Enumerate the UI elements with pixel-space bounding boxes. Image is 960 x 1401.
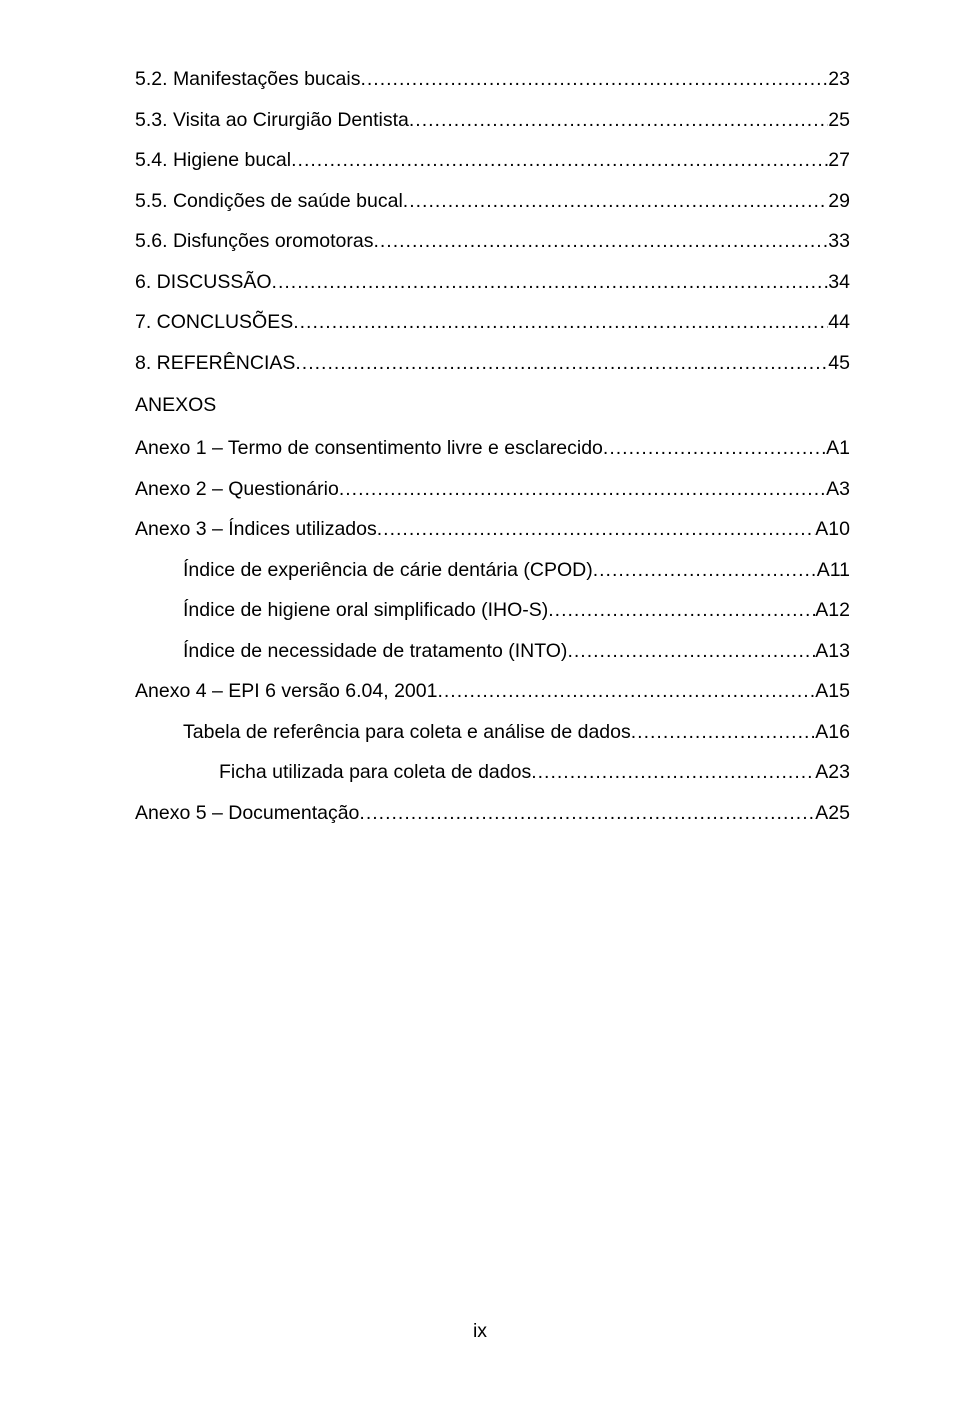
toc-entry: Anexo 3 – Índices utilizados A10 bbox=[135, 520, 850, 540]
toc-entry: 5.3. Visita ao Cirurgião Dentista 25 bbox=[135, 111, 850, 131]
toc-entry-label: Índice de higiene oral simplificado (IHO… bbox=[183, 601, 548, 621]
page-number-footer: ix bbox=[0, 1320, 960, 1343]
toc-entry: Tabela de referência para coleta e análi… bbox=[135, 723, 850, 743]
toc-entry-label: 5.4. Higiene bucal bbox=[135, 151, 291, 171]
toc-dot-leader bbox=[272, 273, 829, 293]
toc-entry-label: 8. REFERÊNCIAS bbox=[135, 354, 295, 374]
toc-entry-page: 45 bbox=[828, 354, 850, 374]
toc-entry: 5.2. Manifestações bucais 23 bbox=[135, 70, 850, 90]
toc-entry-label: 5.5. Condições de saúde bucal bbox=[135, 192, 403, 212]
toc-entry-page: 27 bbox=[828, 151, 850, 171]
toc-entry-page: A15 bbox=[815, 682, 850, 702]
toc-entry-label: 6. DISCUSSÃO bbox=[135, 273, 272, 293]
toc-entry-label: 5.3. Visita ao Cirurgião Dentista bbox=[135, 111, 409, 131]
toc-dot-leader bbox=[593, 561, 817, 581]
toc-anexos-list: Anexo 1 – Termo de consentimento livre e… bbox=[135, 439, 850, 823]
toc-entry-page: A1 bbox=[826, 439, 850, 459]
toc-entry-page: A16 bbox=[815, 723, 850, 743]
toc-entry-label: Anexo 4 – EPI 6 versão 6.04, 2001 bbox=[135, 682, 437, 702]
toc-entry: Ficha utilizada para coleta de dados A23 bbox=[135, 763, 850, 783]
toc-dot-leader bbox=[437, 682, 815, 702]
toc-entry: Anexo 1 – Termo de consentimento livre e… bbox=[135, 439, 850, 459]
toc-dot-leader bbox=[359, 804, 815, 824]
toc-entry-label: Tabela de referência para coleta e análi… bbox=[183, 723, 631, 743]
toc-dot-leader bbox=[531, 763, 815, 783]
toc-entry: 7. CONCLUSÕES 44 bbox=[135, 313, 850, 333]
toc-entry-page: A25 bbox=[815, 804, 850, 824]
toc-entry-label: Anexo 3 – Índices utilizados bbox=[135, 520, 377, 540]
toc-entry-page: 33 bbox=[828, 232, 850, 252]
toc-entry-page: 25 bbox=[828, 111, 850, 131]
toc-dot-leader bbox=[567, 642, 815, 662]
toc-entry: 5.6. Disfunções oromotoras 33 bbox=[135, 232, 850, 252]
document-page: 5.2. Manifestações bucais 23 5.3. Visita a… bbox=[0, 0, 960, 1401]
toc-dot-leader bbox=[295, 354, 828, 374]
toc-dot-leader bbox=[403, 192, 829, 212]
toc-dot-leader bbox=[409, 111, 828, 131]
toc-entry-label: Índice de experiência de cárie dentária … bbox=[183, 561, 593, 581]
toc-entry-page: A23 bbox=[815, 763, 850, 783]
toc-entry-page: A10 bbox=[815, 520, 850, 540]
toc-entry: Anexo 4 – EPI 6 versão 6.04, 2001 A15 bbox=[135, 682, 850, 702]
toc-entry-label: 5.2. Manifestações bucais bbox=[135, 70, 360, 90]
toc-entry-label: Anexo 5 – Documentação bbox=[135, 804, 359, 824]
toc-entry-page: 23 bbox=[828, 70, 850, 90]
toc-entry-page: A12 bbox=[815, 601, 850, 621]
toc-entry: Anexo 2 – Questionário A3 bbox=[135, 480, 850, 500]
toc-entry: 8. REFERÊNCIAS 45 bbox=[135, 354, 850, 374]
toc-entry-label: Anexo 2 – Questionário bbox=[135, 480, 339, 500]
toc-entry: Índice de necessidade de tratamento (INT… bbox=[135, 642, 850, 662]
toc-dot-leader bbox=[631, 723, 816, 743]
toc-dot-leader bbox=[373, 232, 828, 252]
toc-entry-page: 34 bbox=[828, 273, 850, 293]
toc-entry: 5.4. Higiene bucal 27 bbox=[135, 151, 850, 171]
toc-entry: Índice de experiência de cárie dentária … bbox=[135, 561, 850, 581]
toc-entry-label: Ficha utilizada para coleta de dados bbox=[219, 763, 531, 783]
toc-entry-page: 29 bbox=[828, 192, 850, 212]
toc-entry: 6. DISCUSSÃO 34 bbox=[135, 273, 850, 293]
toc-dot-leader bbox=[603, 439, 826, 459]
toc-entry: Anexo 5 – Documentação A25 bbox=[135, 804, 850, 824]
toc-entry-label: Anexo 1 – Termo de consentimento livre e… bbox=[135, 439, 603, 459]
toc-entry-label: 7. CONCLUSÕES bbox=[135, 313, 293, 333]
toc-entry-page: A3 bbox=[826, 480, 850, 500]
toc-dot-leader bbox=[548, 601, 815, 621]
anexos-heading: ANEXOS bbox=[135, 394, 850, 417]
toc-dot-leader bbox=[339, 480, 826, 500]
toc-dot-leader bbox=[360, 70, 828, 90]
toc-entry: Índice de higiene oral simplificado (IHO… bbox=[135, 601, 850, 621]
toc-main-list: 5.2. Manifestações bucais 23 5.3. Visita a… bbox=[135, 70, 850, 373]
toc-dot-leader bbox=[291, 151, 828, 171]
toc-entry-page: A11 bbox=[817, 561, 850, 581]
toc-entry-page: A13 bbox=[815, 642, 850, 662]
toc-entry: 5.5. Condições de saúde bucal 29 bbox=[135, 192, 850, 212]
toc-entry-page: 44 bbox=[828, 313, 850, 333]
toc-entry-label: Índice de necessidade de tratamento (INT… bbox=[183, 642, 567, 662]
toc-dot-leader bbox=[377, 520, 816, 540]
toc-entry-label: 5.6. Disfunções oromotoras bbox=[135, 232, 373, 252]
toc-dot-leader bbox=[293, 313, 828, 333]
